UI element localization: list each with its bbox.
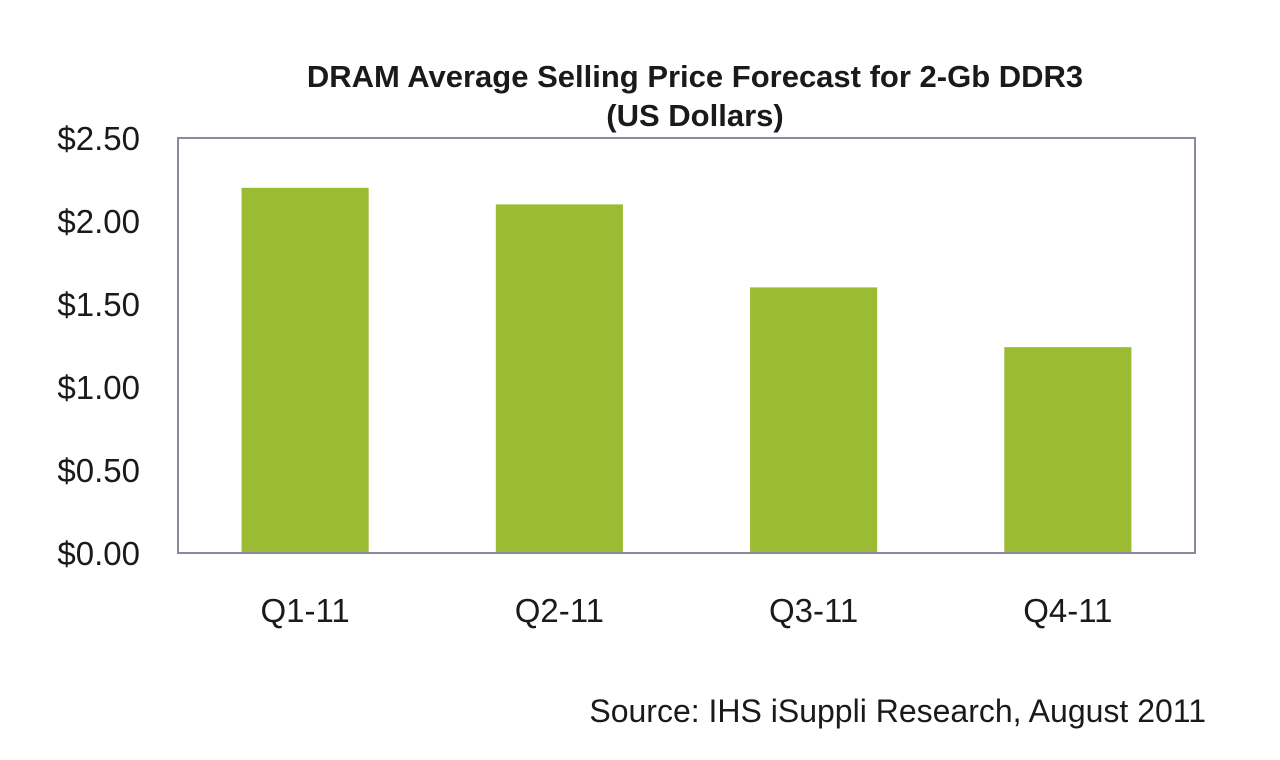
y-tick-label: $1.00: [57, 369, 140, 406]
bar-q4-11: [1004, 347, 1132, 553]
y-tick-label: $2.50: [57, 120, 140, 157]
bar-q2-11: [495, 204, 623, 553]
x-tick-label: Q3-11: [769, 592, 858, 629]
plot-area: $0.00 $0.50 $1.00 $1.50 $2.00 $2.50 Q1-11 Q2-11…: [57, 120, 1196, 629]
chart-subtitle: (US Dollars): [606, 98, 783, 133]
chart-title: DRAM Average Selling Price Forecast for …: [307, 59, 1083, 94]
source-note: Source: IHS iSuppli Research, August 201…: [589, 693, 1206, 729]
x-tick-label: Q1-11: [260, 592, 349, 629]
bar-q3-11: [750, 287, 878, 553]
y-tick-label: $0.50: [57, 452, 140, 489]
y-tick-label: $1.50: [57, 286, 140, 323]
y-tick-label: $0.00: [57, 535, 140, 572]
x-tick-label: Q4-11: [1023, 592, 1112, 629]
y-tick-label: $2.00: [57, 203, 140, 240]
x-tick-label: Q2-11: [515, 592, 604, 629]
bar-q1-11: [241, 187, 369, 554]
